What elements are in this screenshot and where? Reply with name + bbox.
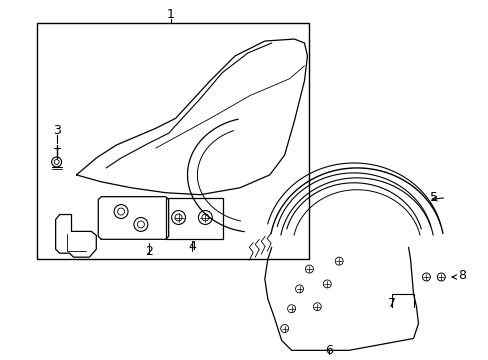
Text: 2: 2 bbox=[144, 245, 152, 258]
Bar bbox=[37, 23, 309, 259]
Text: 8: 8 bbox=[457, 270, 465, 283]
Bar bbox=[165, 198, 223, 239]
Text: 6: 6 bbox=[325, 344, 332, 357]
Text: 3: 3 bbox=[53, 124, 61, 137]
Text: 5: 5 bbox=[429, 191, 437, 204]
Text: 7: 7 bbox=[387, 297, 395, 310]
Text: 4: 4 bbox=[188, 240, 196, 253]
Text: 1: 1 bbox=[166, 8, 174, 21]
